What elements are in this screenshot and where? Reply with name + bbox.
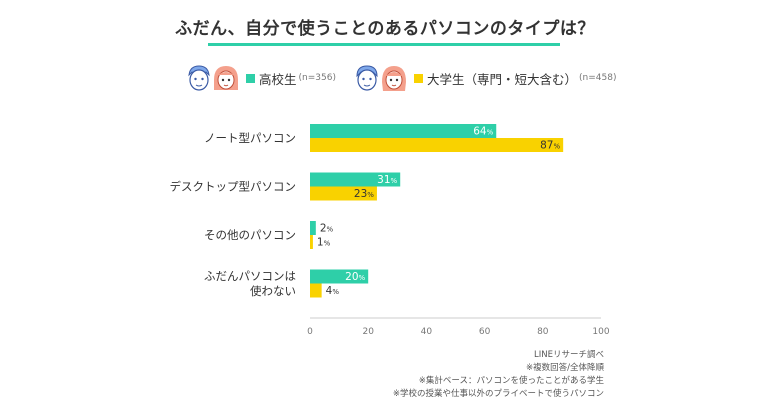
bar-university — [310, 186, 377, 201]
footnote-base: ※集計ベース：パソコンを使ったことがある学生 — [418, 376, 604, 386]
legend-label-university: 大学生（専門・短大含む） — [427, 71, 578, 87]
bar-university — [310, 235, 313, 249]
data-label: 87% — [540, 140, 560, 152]
footnote-multiple-answer: ※複数回答/全体降順 — [526, 363, 604, 373]
category-label: デスクトップ型パソコン — [170, 180, 297, 194]
x-tick-label: 80 — [537, 327, 549, 337]
legend-n-university: (n=458) — [579, 73, 617, 83]
bar-highschool — [310, 269, 369, 284]
legend-item-university: 大学生（専門・短大含む） (n=458) — [354, 58, 616, 98]
girl-face-icon — [214, 66, 238, 90]
bar-highschool — [310, 124, 497, 138]
data-label-suffix: % — [324, 240, 331, 248]
data-label-suffix: % — [332, 288, 339, 296]
category-label: ノート型パソコン — [204, 131, 296, 145]
legend-swatch-highschool — [246, 73, 255, 83]
legend-item-highschool: 高校生 (n=356) — [186, 58, 336, 98]
bar-university — [310, 138, 564, 152]
category-label: ふだんパソコンは — [204, 269, 296, 283]
footnote-source: LINEリサーチ調べ — [534, 350, 604, 360]
legend-n-highschool: (n=356) — [298, 73, 336, 83]
legend-label-highschool: 高校生 — [259, 71, 297, 87]
data-label: 31% — [377, 174, 397, 186]
bar-highschool — [310, 221, 316, 235]
category-label: 使わない — [250, 284, 296, 298]
data-label-suffix: % — [487, 129, 494, 137]
x-tick-label: 40 — [421, 327, 433, 337]
bar-highschool — [310, 172, 401, 187]
chart-title: ふだん、自分で使うことのあるパソコンのタイプは？ — [175, 19, 595, 39]
footnote-private-use: ※学校の授業や仕事以外のプライベートで使うパソコン — [392, 389, 604, 399]
data-label: 1% — [317, 237, 331, 249]
data-label: 64% — [473, 126, 493, 138]
footnotes: LINEリサーチ調べ ※複数回答/全体降順 ※集計ベース：パソコンを使ったことが… — [393, 349, 604, 401]
data-label-suffix: % — [554, 143, 561, 151]
girl-face-icon — [382, 66, 406, 91]
data-label-suffix: % — [359, 274, 366, 282]
legend: 高校生 (n=356) 大学生（専門・短大含む） (n=458) — [0, 58, 770, 98]
data-label: 2% — [320, 223, 334, 235]
x-tick-label: 20 — [362, 327, 374, 337]
boy-face-icon — [188, 65, 210, 91]
boy-face-icon — [356, 65, 378, 91]
data-label-suffix: % — [327, 226, 334, 234]
x-tick-label: 60 — [479, 327, 491, 337]
data-label-suffix: % — [391, 177, 398, 185]
data-label: 20% — [345, 271, 365, 283]
data-label: 4% — [326, 285, 340, 297]
bar-university — [310, 283, 322, 298]
title-underline — [208, 43, 560, 46]
legend-swatch-university — [414, 73, 423, 83]
x-tick-label: 100 — [592, 327, 609, 337]
data-label: 23% — [354, 188, 374, 200]
data-label-suffix: % — [367, 191, 374, 199]
x-tick-label: 0 — [307, 327, 313, 337]
category-label: その他のパソコン — [204, 228, 296, 242]
